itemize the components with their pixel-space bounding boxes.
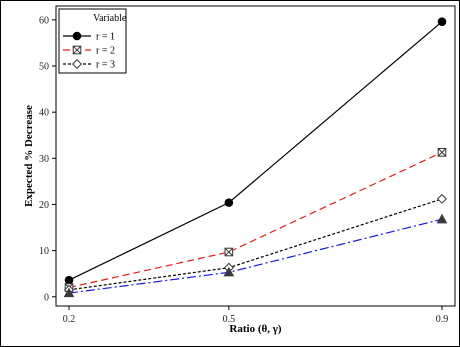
marker-diamond bbox=[71, 58, 83, 70]
x-axis: 0.2 0.5 0.9 bbox=[63, 306, 449, 325]
marker-triangle bbox=[436, 213, 448, 224]
legend-box bbox=[58, 8, 127, 74]
series-layer bbox=[63, 17, 448, 298]
y-axis-title: Expected % Decrease bbox=[23, 105, 35, 207]
legend-label: r = 2 bbox=[96, 46, 115, 57]
y-tick-label: 30 bbox=[39, 154, 49, 165]
y-tick-label: 20 bbox=[39, 200, 49, 211]
legend-title: Variable bbox=[93, 13, 127, 24]
series-4 bbox=[63, 213, 448, 298]
marker-square-cross bbox=[224, 247, 234, 257]
plot-frame bbox=[55, 5, 456, 307]
marker-diamond bbox=[436, 193, 448, 204]
legend-label: r = 3 bbox=[96, 60, 115, 71]
y-tick-label: 60 bbox=[39, 15, 49, 26]
marker-triangle bbox=[223, 266, 235, 277]
y-tick-label: 10 bbox=[39, 246, 49, 257]
y-tick-label: 40 bbox=[39, 108, 49, 119]
marker-square-cross bbox=[72, 45, 82, 55]
marker-circle bbox=[64, 275, 74, 285]
x-tick-label: 0.2 bbox=[63, 314, 76, 325]
marker-triangle bbox=[63, 287, 75, 298]
legend-entry: r = 3 bbox=[63, 58, 115, 71]
x-axis-title: Ratio (θ, γ) bbox=[229, 323, 281, 335]
legend-entry: r = 1 bbox=[63, 32, 115, 43]
marker-circle bbox=[224, 198, 234, 207]
y-axis: 0 10 20 30 40 50 60 bbox=[39, 15, 56, 303]
y-tick-label: 50 bbox=[39, 62, 49, 73]
marker-circle bbox=[437, 17, 447, 26]
marker-circle bbox=[72, 31, 82, 41]
y-tick-label: 0 bbox=[44, 292, 49, 303]
marker-square-cross bbox=[437, 148, 447, 157]
series-line bbox=[68, 151, 443, 289]
legend-label: r = 1 bbox=[96, 32, 115, 43]
x-tick-label: 0.9 bbox=[436, 314, 449, 325]
x-tick-label: 0.5 bbox=[223, 314, 236, 325]
legend-entry: r = 2 bbox=[63, 46, 115, 57]
legend: Variable r = 1 r = 2 r = 3 bbox=[58, 8, 127, 74]
